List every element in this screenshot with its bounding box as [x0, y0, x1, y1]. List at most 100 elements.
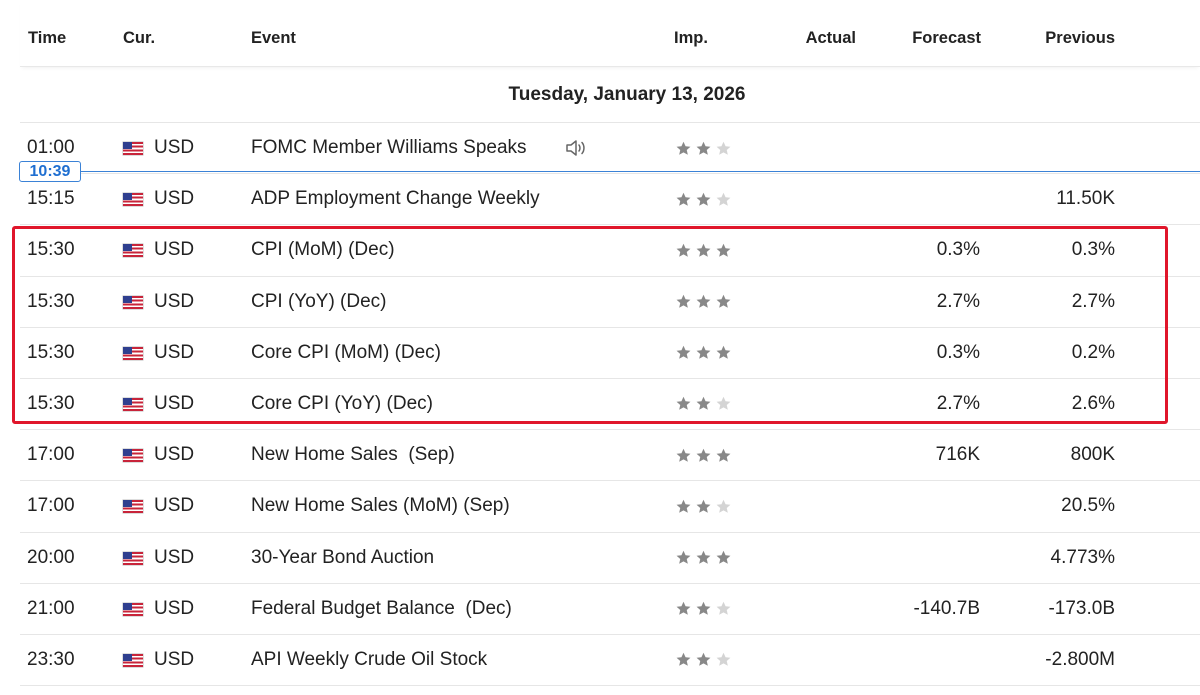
importance-star-icon [696, 397, 711, 411]
us-flag-icon [123, 193, 143, 207]
event-time: 20:00 [27, 546, 75, 568]
event-currency: USD [154, 341, 195, 363]
column-header-previous[interactable]: Previous [1045, 29, 1115, 47]
event-currency: USD [154, 444, 195, 466]
event-time: 17:00 [27, 444, 75, 466]
us-flag-icon [123, 551, 143, 565]
table-row[interactable]: 15:30 USD Core CPI (MoM) (Dec) 0.3% 0.2% [20, 328, 1200, 379]
us-flag-icon [123, 397, 143, 411]
importance-stars [675, 225, 732, 275]
event-time: 01:00 [27, 137, 75, 158]
event-currency: USD [154, 546, 195, 568]
date-header: Tuesday, January 13, 2026 [508, 84, 746, 105]
column-header-currency[interactable]: Cur. [123, 29, 156, 47]
current-time-badge: 10:39 [19, 161, 81, 182]
importance-star-icon [676, 448, 691, 462]
table-row[interactable]: 20:00 USD 30-Year Bond Auction 4.773% [20, 533, 1200, 584]
event-time: 17:00 [27, 495, 75, 517]
event-time: 15:30 [27, 341, 75, 363]
event-currency: USD [154, 648, 195, 670]
event-name[interactable]: Core CPI (YoY) (Dec) [251, 392, 433, 414]
event-currency: USD [154, 392, 195, 414]
economic-calendar-table: Time Cur. Event Imp. Actual Forecast Pre… [20, 0, 1200, 687]
table-row[interactable]: 15:30 USD Core CPI (YoY) (Dec) 2.7% 2.6% [20, 379, 1200, 431]
event-rows: 01:00 USD FOMC Member Williams Speaks 15… [20, 123, 1200, 687]
event-name[interactable]: ADP Employment Change Weekly [251, 188, 540, 210]
event-previous: 800K [1070, 444, 1115, 466]
us-flag-icon [123, 500, 143, 514]
event-previous: -173.0B [1048, 597, 1115, 619]
importance-stars [675, 123, 732, 173]
us-flag-icon [123, 653, 143, 667]
table-header: Time Cur. Event Imp. Actual Forecast Pre… [20, 0, 1200, 67]
us-flag-icon [123, 449, 143, 463]
event-previous: 0.3% [1071, 239, 1115, 261]
speaker-icon[interactable] [564, 137, 588, 159]
event-currency: USD [154, 188, 195, 210]
importance-stars [675, 584, 732, 634]
event-time: 15:15 [27, 188, 75, 210]
date-header-row: Tuesday, January 13, 2026 [20, 67, 1200, 123]
event-previous: 20.5% [1061, 495, 1115, 517]
table-row[interactable]: 17:00 USD New Home Sales (Sep) 716K 800K [20, 430, 1200, 482]
us-flag-icon [123, 244, 143, 258]
event-name[interactable]: 30-Year Bond Auction [251, 546, 435, 568]
event-time: 15:30 [27, 290, 75, 312]
event-name[interactable]: Federal Budget Balance (Dec) [251, 597, 512, 619]
column-header-actual[interactable]: Actual [805, 29, 856, 47]
column-header-forecast[interactable]: Forecast [912, 29, 981, 47]
column-header-event[interactable]: Event [251, 29, 296, 47]
current-time-line [20, 171, 1200, 172]
importance-star-icon [716, 192, 731, 206]
event-name[interactable]: New Home Sales (MoM) (Sep) [251, 495, 510, 517]
table-row[interactable]: 17:00 USD New Home Sales (MoM) (Sep) 20.… [20, 481, 1200, 533]
event-currency: USD [154, 137, 195, 158]
importance-star-icon [716, 346, 731, 360]
importance-star-icon [696, 448, 711, 462]
table-row[interactable]: 15:15 USD ADP Employment Change Weekly 1… [20, 174, 1200, 226]
event-time: 21:00 [27, 597, 75, 619]
importance-stars [675, 328, 732, 378]
importance-star-icon [696, 653, 711, 667]
importance-star-icon [676, 192, 691, 206]
event-previous: 2.6% [1071, 392, 1115, 414]
importance-star-icon [696, 601, 711, 615]
table-row[interactable]: 01:00 USD FOMC Member Williams Speaks [20, 123, 1200, 175]
event-forecast: 0.3% [936, 341, 980, 363]
event-currency: USD [154, 597, 195, 619]
importance-star-icon [716, 601, 731, 615]
importance-stars [675, 481, 732, 531]
event-time: 15:30 [27, 392, 75, 414]
event-forecast: -140.7B [913, 597, 980, 619]
event-name[interactable]: FOMC Member Williams Speaks [251, 137, 527, 158]
importance-stars [675, 174, 732, 224]
importance-star-icon [696, 550, 711, 564]
event-forecast: 716K [935, 444, 980, 466]
event-name[interactable]: CPI (YoY) (Dec) [251, 290, 387, 312]
importance-stars [675, 430, 732, 480]
importance-star-icon [716, 243, 731, 257]
importance-star-icon [676, 141, 691, 155]
importance-stars [675, 635, 732, 685]
importance-star-icon [716, 499, 731, 513]
importance-stars [675, 379, 732, 429]
event-name[interactable]: API Weekly Crude Oil Stock [251, 648, 488, 670]
event-name[interactable]: CPI (MoM) (Dec) [251, 239, 395, 261]
table-row[interactable]: 15:30 USD CPI (YoY) (Dec) 2.7% 2.7% [20, 277, 1200, 328]
importance-star-icon [696, 243, 711, 257]
event-forecast: 2.7% [936, 290, 980, 312]
table-row[interactable]: 23:30 USD API Weekly Crude Oil Stock -2.… [20, 635, 1200, 687]
importance-star-icon [716, 397, 731, 411]
table-row[interactable]: 21:00 USD Federal Budget Balance (Dec) -… [20, 584, 1200, 635]
us-flag-icon [123, 295, 143, 309]
us-flag-icon [123, 346, 143, 360]
importance-star-icon [676, 601, 691, 615]
event-name[interactable]: Core CPI (MoM) (Dec) [251, 341, 442, 363]
event-name[interactable]: New Home Sales (Sep) [251, 444, 455, 466]
event-currency: USD [154, 495, 195, 517]
column-header-time[interactable]: Time [28, 29, 67, 47]
column-header-importance[interactable]: Imp. [674, 29, 708, 47]
table-row[interactable]: 15:30 USD CPI (MoM) (Dec) 0.3% 0.3% [20, 225, 1200, 277]
event-time: 23:30 [27, 648, 75, 670]
importance-star-icon [716, 141, 731, 155]
